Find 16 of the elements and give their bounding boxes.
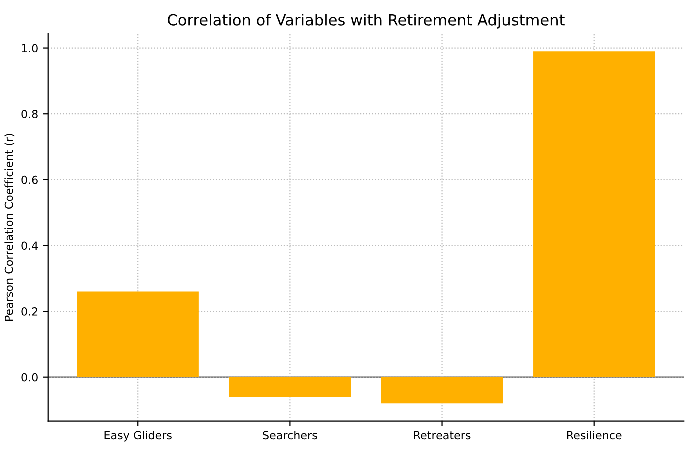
bar [77, 292, 199, 378]
y-tick-label: 0.2 [22, 308, 38, 316]
x-tick-label: Retreaters [414, 431, 471, 440]
y-axis-title: Pearson Correlation Coefficient (r) [4, 134, 15, 322]
bar [534, 52, 656, 378]
y-tick-label: 0.4 [22, 242, 38, 250]
x-tick-label: Searchers [263, 431, 318, 440]
y-tick-label: 0.0 [22, 373, 38, 382]
x-tick-label: Easy Gliders [104, 431, 172, 442]
chart-title: Correlation of Variables with Retirement Adjustment [168, 14, 565, 29]
y-tick-label: 1.0 [22, 44, 38, 53]
bar [381, 377, 504, 404]
bar [229, 377, 352, 398]
y-tick-label: 0.6 [22, 176, 38, 184]
x-tick-label: Resilience [567, 431, 622, 440]
y-tick-label: 0.8 [22, 110, 38, 118]
